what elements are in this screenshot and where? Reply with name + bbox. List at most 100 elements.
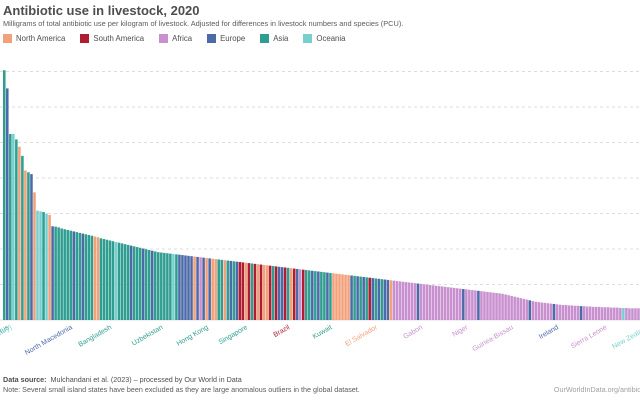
bar[interactable] [132, 246, 136, 320]
bar[interactable] [350, 275, 353, 320]
bar[interactable] [395, 280, 399, 320]
bar[interactable] [452, 287, 456, 320]
bar[interactable] [66, 229, 69, 320]
legend-item-south-america[interactable]: South America [80, 34, 144, 43]
bar[interactable] [39, 211, 42, 320]
bar[interactable] [211, 258, 214, 320]
bar[interactable] [540, 302, 544, 320]
bar[interactable] [622, 307, 625, 320]
bar[interactable] [175, 254, 178, 320]
bar[interactable] [377, 278, 381, 320]
bar[interactable] [283, 267, 287, 320]
bar[interactable] [193, 256, 196, 320]
bar[interactable] [368, 277, 371, 320]
bar[interactable] [163, 252, 166, 320]
bar[interactable] [232, 261, 236, 320]
bar[interactable] [474, 290, 477, 320]
bar[interactable] [274, 266, 278, 320]
bar[interactable] [317, 271, 320, 320]
bar[interactable] [443, 286, 447, 320]
bar[interactable] [320, 271, 323, 320]
bar[interactable] [522, 298, 525, 320]
bar[interactable] [401, 281, 405, 320]
bar[interactable] [259, 264, 263, 320]
bar[interactable] [374, 278, 378, 320]
legend-item-africa[interactable]: Africa [159, 34, 192, 43]
bar[interactable] [123, 244, 127, 320]
bar[interactable] [422, 284, 426, 320]
bar[interactable] [371, 278, 374, 320]
bar[interactable] [135, 247, 139, 320]
bar[interactable] [129, 245, 133, 320]
legend-item-europe[interactable]: Europe [207, 34, 245, 43]
bar[interactable] [187, 255, 190, 320]
bar[interactable] [126, 244, 130, 320]
bar[interactable] [513, 296, 516, 320]
bar[interactable] [628, 308, 631, 320]
bar[interactable] [573, 305, 577, 320]
bar[interactable] [172, 253, 175, 320]
bar[interactable] [564, 305, 568, 320]
bar[interactable] [298, 269, 302, 320]
bar[interactable] [226, 260, 230, 320]
bar[interactable] [202, 257, 205, 320]
bar[interactable] [314, 271, 317, 320]
bar[interactable] [114, 241, 118, 320]
bar[interactable] [465, 289, 468, 320]
bar[interactable] [311, 270, 314, 320]
bar[interactable] [434, 285, 438, 320]
bar[interactable] [528, 300, 532, 320]
bar[interactable] [413, 283, 417, 320]
bar[interactable] [616, 307, 619, 320]
bar[interactable] [567, 305, 571, 320]
bar[interactable] [262, 264, 266, 320]
bar[interactable] [160, 252, 163, 320]
bar[interactable] [419, 283, 423, 320]
bar[interactable] [241, 262, 245, 320]
bar[interactable] [353, 275, 356, 320]
bar[interactable] [60, 228, 63, 320]
bar[interactable] [295, 268, 299, 320]
bar[interactable] [459, 288, 462, 320]
bar[interactable] [516, 297, 519, 320]
bar[interactable] [398, 281, 402, 320]
bar[interactable] [335, 273, 338, 320]
bar[interactable] [57, 227, 60, 320]
bar[interactable] [552, 303, 556, 320]
legend-item-oceania[interactable]: Oceania [303, 34, 345, 43]
bar[interactable] [456, 288, 459, 320]
bar[interactable] [229, 260, 233, 320]
bar[interactable] [440, 286, 444, 320]
bar[interactable] [594, 306, 598, 320]
bar[interactable] [217, 259, 220, 320]
bar[interactable] [495, 293, 498, 320]
bar[interactable] [582, 306, 586, 320]
bar[interactable] [45, 213, 48, 320]
bar[interactable] [93, 236, 97, 320]
bar[interactable] [359, 276, 362, 320]
bar[interactable] [634, 308, 637, 320]
bar[interactable] [280, 267, 284, 320]
bar[interactable] [555, 304, 559, 320]
bar[interactable] [27, 172, 30, 320]
bar[interactable] [308, 270, 311, 320]
bar[interactable] [341, 274, 344, 320]
bar[interactable] [607, 307, 610, 320]
bar[interactable] [169, 253, 172, 320]
bar[interactable] [561, 305, 565, 320]
bar[interactable] [277, 266, 281, 320]
bar[interactable] [30, 174, 33, 320]
bar[interactable] [51, 226, 54, 320]
bar[interactable] [347, 275, 350, 320]
bar[interactable] [90, 235, 94, 320]
bar[interactable] [81, 233, 85, 320]
bar[interactable] [271, 266, 275, 320]
bar[interactable] [63, 229, 66, 320]
bar[interactable] [84, 234, 88, 320]
legend-item-asia[interactable]: Asia [260, 34, 288, 43]
bar[interactable] [365, 277, 368, 320]
bar[interactable] [223, 260, 227, 320]
bar[interactable] [416, 283, 420, 320]
bar[interactable] [326, 272, 329, 320]
bar[interactable] [117, 242, 121, 320]
